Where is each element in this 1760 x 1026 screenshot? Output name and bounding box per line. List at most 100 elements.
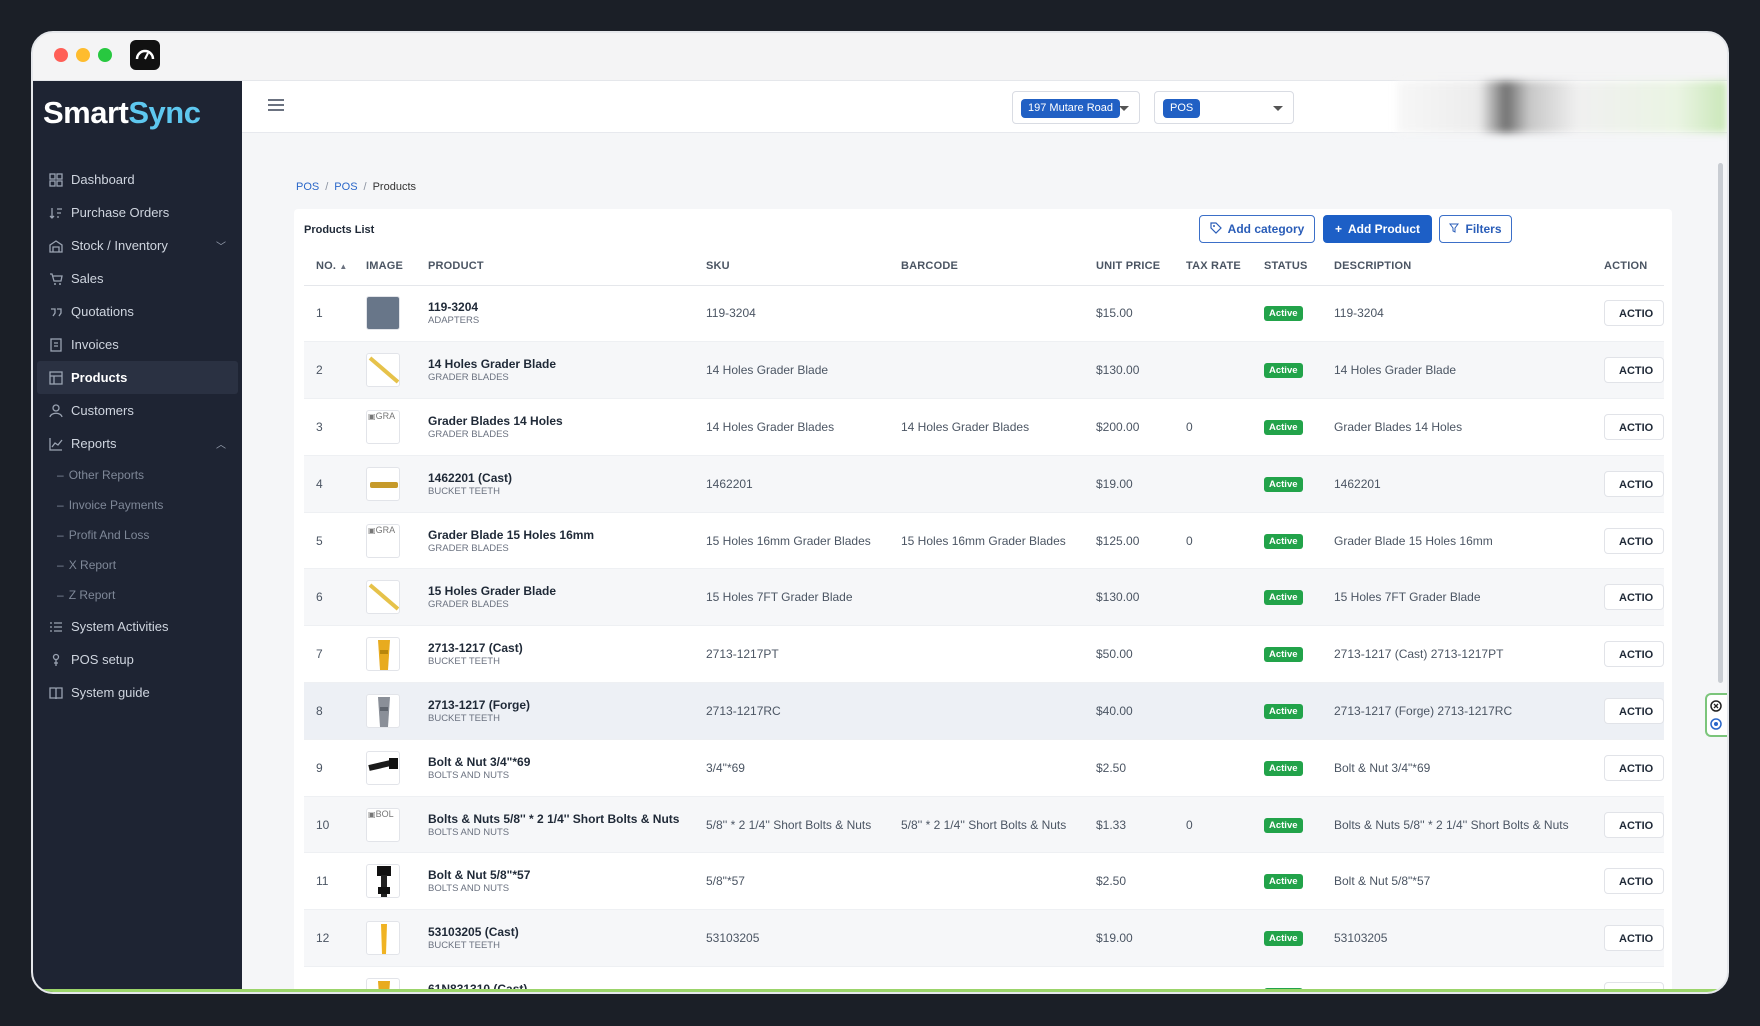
column-header-tax-rate[interactable]: TAX RATE (1186, 247, 1264, 286)
brand-name-smart: Smart (43, 95, 129, 130)
sidebar-subitem-invoice-payments[interactable]: – Invoice Payments (37, 490, 238, 520)
sidebar-item-label: POS setup (71, 652, 134, 667)
cell-action: ACTIO (1604, 625, 1664, 684)
column-header-description[interactable]: DESCRIPTION (1334, 247, 1604, 286)
filters-button[interactable]: Filters (1439, 215, 1512, 243)
table-row[interactable]: 2 14 Holes Grader Blade GRADER BLADES 14 Ho… (304, 341, 1664, 400)
sidebar-subitem-profit-and-loss[interactable]: – Profit And Loss (37, 520, 238, 550)
pos-select[interactable]: POS (1154, 91, 1294, 124)
table-row[interactable]: 11 Bolt & Nut 5/8"*57 BOLTS AND NUTS 5/8"*5… (304, 852, 1664, 911)
cell-product[interactable]: 2713-1217 (Cast) BUCKET TEETH (428, 625, 706, 684)
cell-product[interactable]: 1462201 (Cast) BUCKET TEETH (428, 455, 706, 513)
cell-product[interactable]: 15 Holes Grader Blade GRADER BLADES (428, 568, 706, 627)
quote-icon (49, 305, 63, 319)
column-header-no[interactable]: NO. ▲ (304, 247, 366, 286)
row-action-button[interactable]: ACTIO (1604, 527, 1664, 554)
row-action-button[interactable]: ACTIO (1604, 641, 1664, 668)
sidebar-item-purchase-orders[interactable]: Purchase Orders (37, 196, 238, 229)
location-select[interactable]: 197 Mutare Road (1012, 91, 1140, 124)
sidebar-item-pos-setup[interactable]: POS setup (37, 643, 238, 676)
sidebar-item-invoices[interactable]: Invoices (37, 328, 238, 361)
column-header-barcode[interactable]: BARCODE (901, 247, 1096, 286)
row-action-button[interactable]: ACTIO (1604, 357, 1664, 384)
table-row[interactable]: 1 119-3204 Adapters 119-3204 $15.00 Active 119… (304, 285, 1664, 343)
sidebar-subitem-z-report[interactable]: – Z Report (37, 580, 238, 610)
close-window-button[interactable] (54, 48, 68, 62)
row-action-button[interactable]: ACTIO (1604, 697, 1664, 724)
cell-product[interactable]: 61N831310 (Cast)BUCKET TEETH (428, 966, 706, 992)
cell-no: 7 (304, 625, 366, 684)
sidebar-item-label: System Activities (71, 619, 169, 634)
cell-product[interactable]: Grader Blades 14 Holes GRADER BLADES (428, 398, 706, 456)
sidebar-item-dashboard[interactable]: Dashboard (37, 163, 238, 196)
cell-tax-rate (1186, 852, 1264, 911)
sidebar-item-sales[interactable]: Sales (37, 262, 238, 295)
cell-product[interactable]: 2713-1217 (Forge) BUCKET TEETH (428, 682, 706, 740)
maximize-window-button[interactable] (98, 48, 112, 62)
row-action-button[interactable]: ACTIO (1604, 754, 1664, 781)
sidebar-item-products[interactable]: Products (37, 361, 238, 394)
table-row[interactable]: 5 ▣GRA Grader Blade 15 Holes 16mm GRADER BL… (304, 512, 1664, 570)
row-action-button[interactable]: ACTIO (1604, 470, 1664, 497)
table-row[interactable]: 10 ▣BOL Bolts & Nuts 5/8'' * 2 1/4'' Short… (304, 796, 1664, 854)
column-header-product[interactable]: PRODUCT (428, 247, 706, 286)
cell-product[interactable]: Bolt & Nut 5/8"*57 BOLTS AND NUTS (428, 852, 706, 911)
cell-status: Active (1264, 852, 1334, 911)
add-product-button[interactable]: + Add Product (1323, 215, 1432, 243)
sidebar-subitem-label: Z Report (68, 588, 116, 602)
cell-image (366, 341, 428, 400)
cell-product[interactable]: Bolts & Nuts 5/8'' * 2 1/4'' Short Bolts… (428, 796, 706, 854)
filter-icon (1449, 222, 1460, 236)
row-action-button[interactable]: ACTIO (1604, 981, 1664, 992)
cell-barcode (901, 568, 1096, 627)
cell-product[interactable]: Bolt & Nut 3/4"*69 BOLTS AND NUTS (428, 739, 706, 797)
cell-product[interactable]: 53103205 (Cast) BUCKET TEETH (428, 909, 706, 968)
row-action-button[interactable]: ACTIO (1604, 584, 1664, 611)
floating-widget-tab[interactable] (1705, 693, 1727, 737)
breadcrumb-pos-2[interactable]: POS (334, 181, 358, 193)
column-header-action[interactable]: ACTION (1604, 247, 1664, 286)
status-badge: Active (1264, 363, 1303, 379)
cell-sku: 3/4"*69 (706, 739, 901, 797)
bottom-progress-strip (33, 989, 1727, 992)
column-header-sku[interactable]: SKU (706, 247, 901, 286)
cell-no: 9 (304, 739, 366, 797)
cell-product[interactable]: Grader Blade 15 Holes 16mm GRADER BLADES (428, 512, 706, 570)
table-row[interactable]: 9 Bolt & Nut 3/4"*69 BOLTS AND NUTS 3/4"*69… (304, 739, 1664, 797)
sidebar-item-stock-inventory[interactable]: Stock / Inventory ﹀ (37, 229, 238, 262)
cell-tax-rate (1186, 682, 1264, 740)
sidebar-subitem-x-report[interactable]: – X Report (37, 550, 238, 580)
table-row[interactable]: 3 ▣GRA Grader Blades 14 Holes GRADER BLADES… (304, 398, 1664, 456)
menu-toggle-icon[interactable] (268, 99, 284, 111)
sidebar-item-customers[interactable]: Customers (37, 394, 238, 427)
row-action-button[interactable]: ACTIO (1604, 300, 1664, 327)
sidebar-item-system-guide[interactable]: System guide (37, 676, 238, 709)
cell-sku: 119-3204 (706, 285, 901, 343)
sidebar-item-system-activities[interactable]: System Activities (37, 610, 238, 643)
table-row[interactable]: 4 1462201 (Cast) BUCKET TEETH 1462201 $19.00… (304, 455, 1664, 513)
sidebar-item-quotations[interactable]: Quotations (37, 295, 238, 328)
sidebar-item-reports[interactable]: Reports ︿ (37, 427, 238, 460)
cell-product[interactable]: 14 Holes Grader Blade GRADER BLADES (428, 341, 706, 400)
table-row[interactable]: 6 15 Holes Grader Blade GRADER BLADES 15 Ho… (304, 568, 1664, 627)
cell-unit-price: $19.00 (1096, 909, 1186, 968)
row-action-button[interactable]: ACTIO (1604, 868, 1664, 895)
add-category-button[interactable]: Add category (1199, 215, 1315, 243)
table-row[interactable]: 8 2713-1217 (Forge) BUCKET TEETH 2713-1217R… (304, 682, 1664, 740)
column-header-image[interactable]: IMAGE (366, 247, 428, 286)
column-header-unit-price[interactable]: UNIT PRICE (1096, 247, 1186, 286)
row-action-button[interactable]: ACTIO (1604, 925, 1664, 952)
column-header-status[interactable]: STATUS (1264, 247, 1334, 286)
row-action-button[interactable]: ACTIO (1604, 811, 1664, 838)
row-action-button[interactable]: ACTIO (1604, 413, 1664, 440)
cell-product[interactable]: 119-3204 Adapters (428, 285, 706, 343)
breadcrumb-pos-1[interactable]: POS (296, 181, 320, 193)
product-category: BOLTS AND NUTS (428, 883, 510, 895)
cell-barcode (901, 739, 1096, 797)
table-row[interactable]: 7 2713-1217 (Cast) BUCKET TEETH 2713-1217PT… (304, 625, 1664, 684)
minimize-window-button[interactable] (76, 48, 90, 62)
brand-logo[interactable]: SmartSync (43, 95, 201, 131)
sidebar-subitem-other-reports[interactable]: – Other Reports (37, 460, 238, 490)
table-row[interactable]: 12 53103205 (Cast) BUCKET TEETH 53103205 $19… (304, 909, 1664, 968)
page-scrollbar[interactable] (1718, 163, 1723, 683)
